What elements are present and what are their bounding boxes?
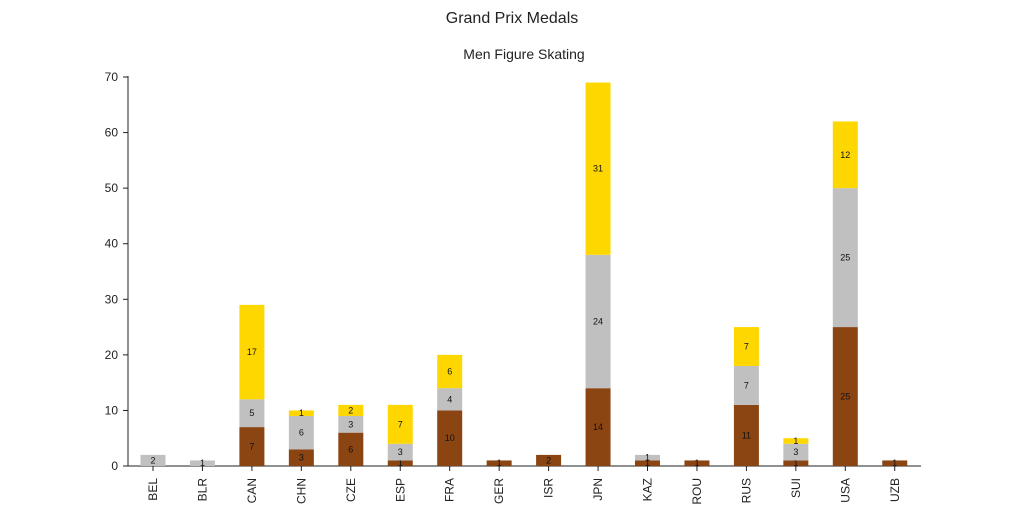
bar-gold-chn <box>288 410 314 416</box>
x-tick-label-cze: CZE <box>344 478 358 502</box>
data-label-silver-usa: 25 <box>840 253 850 263</box>
x-tick-label-bel: BEL <box>146 478 160 501</box>
x-tick-label-chn: CHN <box>294 478 308 504</box>
x-tick-label-rus: RUS <box>739 478 753 503</box>
data-label-bronze-fra: 10 <box>445 433 455 443</box>
data-label-bronze-rou: 1 <box>694 458 699 468</box>
data-label-gold-chn: 1 <box>299 408 304 418</box>
data-label-gold-jpn: 31 <box>593 164 603 174</box>
bar-silver-fra <box>437 388 463 411</box>
x-tick-label-sui: SUI <box>789 478 803 498</box>
x-tick-label-ger: GER <box>492 478 506 504</box>
data-label-silver-rus: 7 <box>744 380 749 390</box>
bar-gold-esp <box>387 404 413 444</box>
data-label-bronze-ger: 1 <box>497 458 502 468</box>
y-tick-label: 40 <box>105 237 119 251</box>
bar-silver-jpn <box>585 254 611 389</box>
x-tick-label-jpn: JPN <box>591 478 605 501</box>
data-label-gold-can: 17 <box>247 347 257 357</box>
data-label-bronze-isr: 2 <box>546 455 551 465</box>
data-label-bronze-esp: 1 <box>398 458 403 468</box>
data-label-gold-fra: 6 <box>447 367 452 377</box>
y-tick-label: 50 <box>105 181 119 195</box>
bar-bronze-rou <box>684 460 710 466</box>
y-tick-label: 20 <box>105 348 119 362</box>
data-label-gold-cze: 2 <box>348 405 353 415</box>
bar-bronze-chn <box>288 449 314 466</box>
bar-silver-can <box>239 399 265 428</box>
bar-bronze-jpn <box>585 388 611 466</box>
x-tick-label-can: CAN <box>245 478 259 503</box>
x-tick-label-uzb: UZB <box>888 478 902 502</box>
bar-bronze-esp <box>387 460 413 466</box>
x-tick-label-usa: USA <box>838 478 852 503</box>
bar-silver-chn <box>288 415 314 450</box>
y-tick-label: 70 <box>105 70 119 84</box>
plot-area: 0102030405060702BEL1BLR7517CAN361CHN632C… <box>105 70 921 505</box>
data-label-bronze-usa: 25 <box>840 392 850 402</box>
data-label-bronze-kaz: 1 <box>645 458 650 468</box>
x-tick-label-esp: ESP <box>393 478 407 502</box>
data-label-bronze-chn: 3 <box>299 453 304 463</box>
bar-gold-jpn <box>585 82 611 255</box>
bar-silver-blr <box>189 460 215 466</box>
data-label-bronze-rus: 11 <box>742 430 751 440</box>
bar-silver-usa <box>832 188 858 328</box>
bar-bronze-uzb <box>882 460 908 466</box>
data-label-silver-fra: 4 <box>447 394 452 404</box>
y-tick-label: 60 <box>105 126 119 140</box>
bar-bronze-cze <box>338 432 364 466</box>
data-label-bronze-can: 7 <box>249 442 254 452</box>
bar-silver-esp <box>387 443 413 461</box>
bar-gold-sui <box>783 438 809 444</box>
data-label-silver-bel: 2 <box>150 455 155 465</box>
data-label-silver-chn: 6 <box>299 428 304 438</box>
data-label-silver-cze: 3 <box>348 419 353 429</box>
data-label-bronze-cze: 6 <box>348 444 353 454</box>
bar-silver-bel <box>140 454 166 466</box>
chart-title: Grand Prix Medals <box>446 10 579 27</box>
bar-bronze-kaz <box>635 460 660 466</box>
data-label-silver-can: 5 <box>249 408 254 418</box>
data-label-silver-blr: 1 <box>200 458 205 468</box>
y-tick-label: 30 <box>105 292 119 306</box>
bar-silver-rus <box>733 365 759 405</box>
x-tick-label-kaz: KAZ <box>641 478 655 501</box>
data-label-silver-jpn: 24 <box>593 317 603 327</box>
data-label-bronze-uzb: 1 <box>892 458 897 468</box>
data-label-bronze-jpn: 14 <box>593 422 603 432</box>
bar-bronze-fra <box>437 410 463 466</box>
bar-bronze-sui <box>783 460 809 466</box>
bar-silver-sui <box>783 443 809 461</box>
bar-gold-usa <box>832 121 858 189</box>
x-tick-label-isr: ISR <box>542 478 556 498</box>
bar-silver-kaz <box>635 454 660 461</box>
data-label-silver-esp: 3 <box>398 447 403 457</box>
bar-gold-can <box>239 304 265 400</box>
y-tick-label: 10 <box>105 403 119 417</box>
bar-gold-fra <box>437 354 463 389</box>
y-tick-label: 0 <box>111 459 118 473</box>
data-label-bronze-sui: 1 <box>793 458 798 468</box>
data-label-silver-sui: 3 <box>793 447 798 457</box>
data-label-gold-esp: 7 <box>398 419 403 429</box>
bar-gold-rus <box>733 327 759 366</box>
bar-bronze-ger <box>486 460 512 466</box>
bar-gold-cze <box>338 404 364 416</box>
x-tick-label-rou: ROU <box>690 478 704 505</box>
data-label-gold-usa: 12 <box>840 150 850 160</box>
data-label-gold-rus: 7 <box>744 342 749 352</box>
bar-silver-cze <box>338 415 364 433</box>
bar-bronze-usa <box>832 327 858 466</box>
chart-subtitle: Men Figure Skating <box>463 46 584 62</box>
bar-bronze-isr <box>536 454 562 466</box>
bar-bronze-can <box>239 427 265 466</box>
data-label-silver-kaz: 1 <box>645 453 650 463</box>
x-tick-label-blr: BLR <box>195 478 209 502</box>
bar-bronze-rus <box>733 404 759 466</box>
data-label-gold-sui: 1 <box>793 436 798 446</box>
x-tick-label-fra: FRA <box>443 478 457 502</box>
